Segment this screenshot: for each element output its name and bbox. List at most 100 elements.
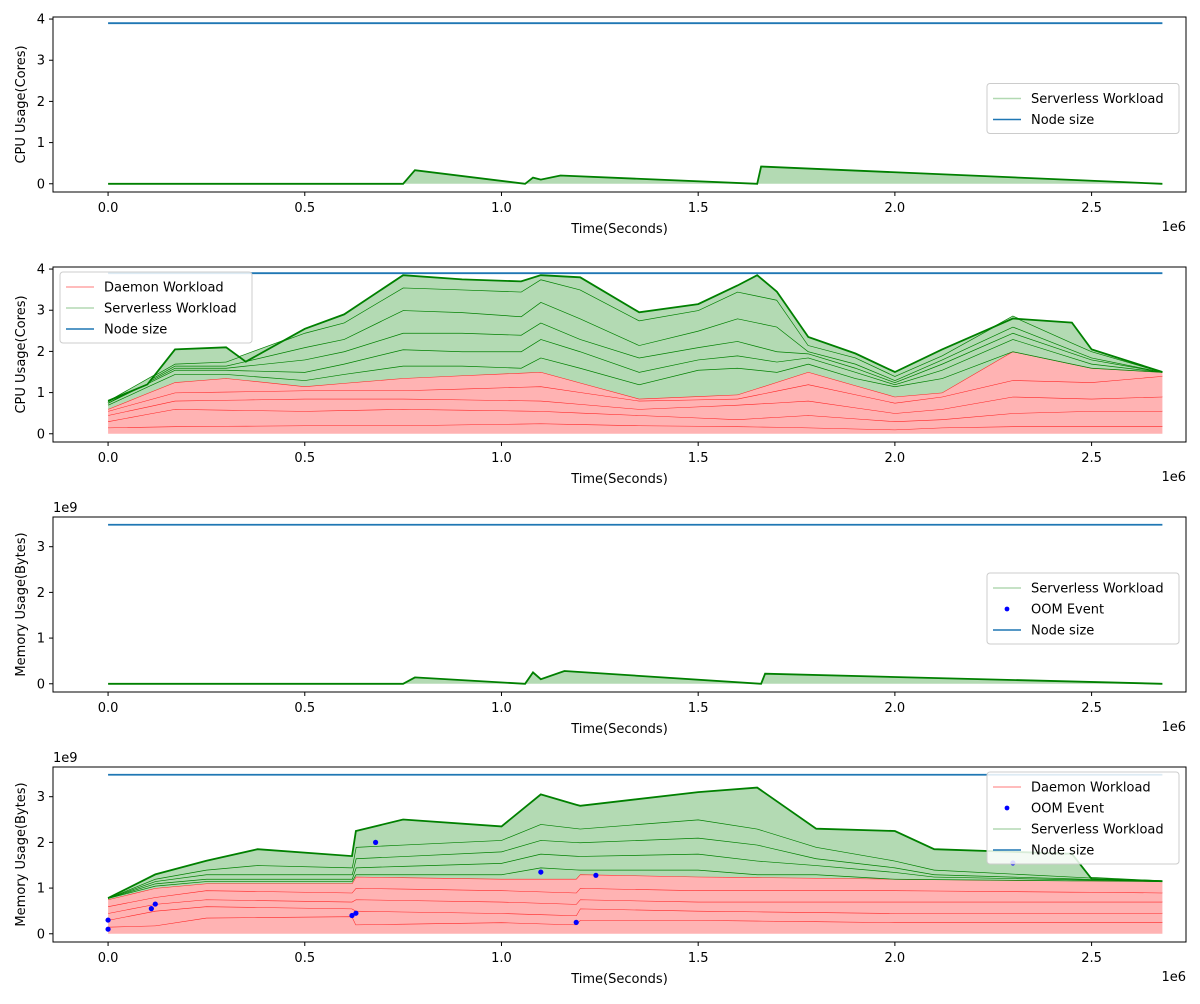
oom-event-point-7: [372, 839, 379, 845]
legend-label: Serverless Workload: [104, 302, 237, 317]
serverless-area-5: [108, 279, 1163, 403]
axes-frame: [52, 516, 1187, 693]
serverless-line-6: [107, 274, 1163, 402]
oom-event-point-1: [105, 926, 111, 932]
axes-frame: [52, 16, 1187, 193]
y-tick-label: 0: [37, 927, 45, 942]
legend-box: [986, 572, 1180, 645]
x-tick-label: 0.0: [98, 451, 119, 466]
oom-event-point-6: [353, 910, 359, 916]
daemon-area-4: [108, 376, 1163, 416]
y-tick-label: 2: [37, 586, 45, 601]
y-tick-label: 2: [37, 836, 45, 851]
daemon-area-4: [108, 888, 1163, 914]
serverless-area-1: [108, 671, 1163, 684]
legend: Serverless Workload Node size: [986, 83, 1180, 134]
x-tick-label: 1.5: [688, 701, 709, 716]
x-tick-label: 1.5: [688, 201, 709, 216]
y-axis-label: Memory Usage(Bytes): [14, 532, 29, 676]
legend: Daemon Workload Serverless Workload Node s…: [59, 271, 253, 344]
daemon-area-1: [108, 423, 1163, 434]
y-tick-label: 4: [37, 13, 45, 28]
y-tick-label: 1: [37, 136, 45, 151]
x-tick-label: 0.0: [98, 951, 119, 966]
y-tick-label: 2: [37, 345, 45, 360]
x-axis-label: Time(Seconds): [570, 472, 668, 487]
x-tick-label: 2.0: [885, 951, 906, 966]
serverless-area-5: [108, 787, 1163, 899]
x-axis-multiplier: 1e6: [1161, 470, 1186, 485]
daemon-area-2: [108, 409, 1163, 430]
x-tick-label: 1.5: [688, 951, 709, 966]
legend-box: [59, 271, 253, 344]
legend-label: Serverless Workload: [1031, 582, 1164, 597]
x-tick-label: 2.0: [885, 701, 906, 716]
serverless-area-1: [108, 867, 1163, 900]
x-axis-multiplier: 1e6: [1161, 220, 1186, 235]
oom-event-point-4: [152, 901, 158, 907]
x-tick-label: 1.5: [688, 451, 709, 466]
serverless-area-3: [108, 837, 1163, 899]
legend-label: Node size: [1031, 113, 1094, 128]
x-tick-label: 2.5: [1081, 451, 1102, 466]
y-tick-label: 1: [37, 882, 45, 897]
legend: Serverless Workload OOM Event Node size: [986, 572, 1180, 645]
chart-panel-2: 0.0 0.5 1.0 1.5 2.0 2.5 0 1 2 3 4 Time(Seconds) CPU …: [14, 263, 1187, 487]
x-tick-label: 0.5: [294, 701, 315, 716]
plot-area: [107, 272, 1163, 434]
oom-event-point-5: [349, 912, 355, 919]
y-tick-label: 1: [37, 386, 45, 401]
serverless-area-3: [108, 322, 1163, 403]
legend-label: Node size: [1031, 844, 1094, 859]
legend-label: OOM Event: [1031, 603, 1104, 618]
y-tick-label: 3: [37, 304, 45, 319]
serverless-area-2: [108, 339, 1163, 405]
y-tick-label: 1: [37, 632, 45, 647]
x-tick-label: 2.5: [1081, 951, 1102, 966]
oom-event-point-10: [593, 872, 599, 878]
legend-marker-2: [1004, 805, 1010, 811]
serverless-area-2: [108, 853, 1163, 899]
x-tick-label: 2.0: [885, 451, 906, 466]
y-axis-label: CPU Usage(Cores): [14, 295, 29, 413]
serverless-area-4: [108, 819, 1163, 899]
x-tick-label: 1.0: [491, 451, 512, 466]
serverless-line-5: [107, 786, 1163, 899]
x-tick-label: 2.5: [1081, 201, 1102, 216]
legend-label: Serverless Workload: [1031, 92, 1164, 107]
x-axis-label: Time(Seconds): [570, 722, 668, 737]
chart-panel-1: 0.0 0.5 1.0 1.5 2.0 2.5 0 1 2 3 4 Time(Seconds) CPU …: [14, 13, 1187, 237]
x-tick-label: 1.0: [491, 701, 512, 716]
y-axis-multiplier: 1e9: [53, 751, 78, 766]
serverless-area-1: [108, 166, 1163, 184]
x-axis-multiplier: 1e6: [1161, 970, 1186, 985]
daemon-area-5: [108, 874, 1163, 907]
x-axis-label: Time(Seconds): [570, 222, 668, 237]
x-tick-label: 1.0: [491, 951, 512, 966]
x-tick-label: 1.0: [491, 201, 512, 216]
legend: Daemon Workload OOM Event Serverless Workl…: [986, 771, 1180, 865]
serverless-area-1: [108, 351, 1163, 410]
serverless-line-1: [108, 670, 1163, 685]
chart-panel-3: 0.0 0.5 1.0 1.5 2.0 2.5 0 1 2 3 Time(Seconds) Memor…: [14, 501, 1187, 737]
daemon-area-1: [108, 916, 1163, 934]
x-tick-label: 0.5: [294, 451, 315, 466]
legend-label: Daemon Workload: [1031, 781, 1151, 796]
axes-frame: [52, 766, 1187, 943]
x-tick-label: 2.5: [1081, 701, 1102, 716]
x-tick-label: 0.0: [98, 201, 119, 216]
axes-frame: [52, 266, 1187, 443]
y-tick-label: 3: [37, 54, 45, 69]
legend-label: OOM Event: [1031, 802, 1104, 817]
x-tick-label: 2.0: [885, 201, 906, 216]
oom-event-point-9: [573, 919, 579, 925]
y-tick-label: 3: [37, 790, 45, 805]
x-tick-label: 0.0: [98, 701, 119, 716]
legend-box: [986, 771, 1180, 865]
y-axis-multiplier: 1e9: [53, 501, 78, 516]
legend-label: Serverless Workload: [1031, 823, 1164, 838]
y-tick-label: 4: [37, 263, 45, 278]
oom-event-point-8: [538, 869, 544, 875]
y-tick-label: 2: [37, 95, 45, 110]
